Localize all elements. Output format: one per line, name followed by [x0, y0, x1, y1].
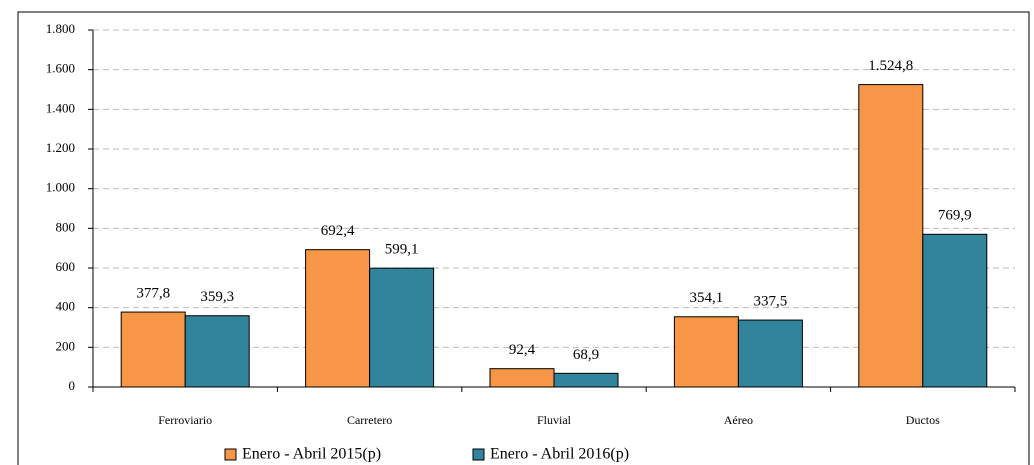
x-tick-label: Carretero	[347, 413, 392, 427]
y-tick-label: 400	[56, 299, 76, 314]
data-label: 68,9	[573, 347, 599, 363]
x-tick-label: Aéreo	[724, 413, 753, 427]
bar	[369, 267, 435, 388]
data-label: 92,4	[509, 342, 536, 358]
legend-swatch	[472, 448, 485, 461]
bar	[305, 249, 371, 388]
y-tick-label: 200	[56, 338, 76, 353]
y-tick-label: 1.600	[46, 61, 75, 76]
x-tick-label: Fluvial	[537, 413, 572, 427]
bar	[858, 84, 924, 388]
bar	[673, 316, 739, 388]
y-tick-label: 600	[56, 259, 76, 274]
legend-label: Enero - Abril 2015(p)	[242, 446, 381, 463]
y-tick-label: 1.800	[46, 21, 75, 36]
y-tick-label: 800	[56, 219, 76, 234]
data-label: 1.524,8	[868, 58, 913, 74]
data-label: 337,5	[754, 294, 788, 310]
bar	[922, 233, 988, 388]
bar	[553, 372, 619, 388]
y-tick-label: 1.200	[46, 140, 75, 155]
bar	[184, 315, 250, 388]
bar	[489, 368, 555, 388]
data-label: 359,3	[200, 289, 234, 305]
bar	[737, 319, 803, 388]
data-label: 354,1	[690, 290, 724, 306]
y-tick-label: 1.400	[46, 100, 75, 115]
y-tick-label: 0	[69, 378, 76, 393]
y-tick-label: 1.000	[46, 180, 75, 195]
data-label: 769,9	[938, 208, 972, 224]
legend-swatch	[224, 448, 237, 461]
x-tick-label: Ductos	[906, 413, 940, 427]
bar	[120, 311, 186, 388]
x-tick-label: Ferroviario	[158, 413, 212, 427]
data-label: 377,8	[136, 286, 170, 302]
legend-label: Enero - Abril 2016(p)	[490, 446, 629, 463]
data-label: 599,1	[385, 242, 419, 258]
data-label: 692,4	[321, 223, 355, 239]
